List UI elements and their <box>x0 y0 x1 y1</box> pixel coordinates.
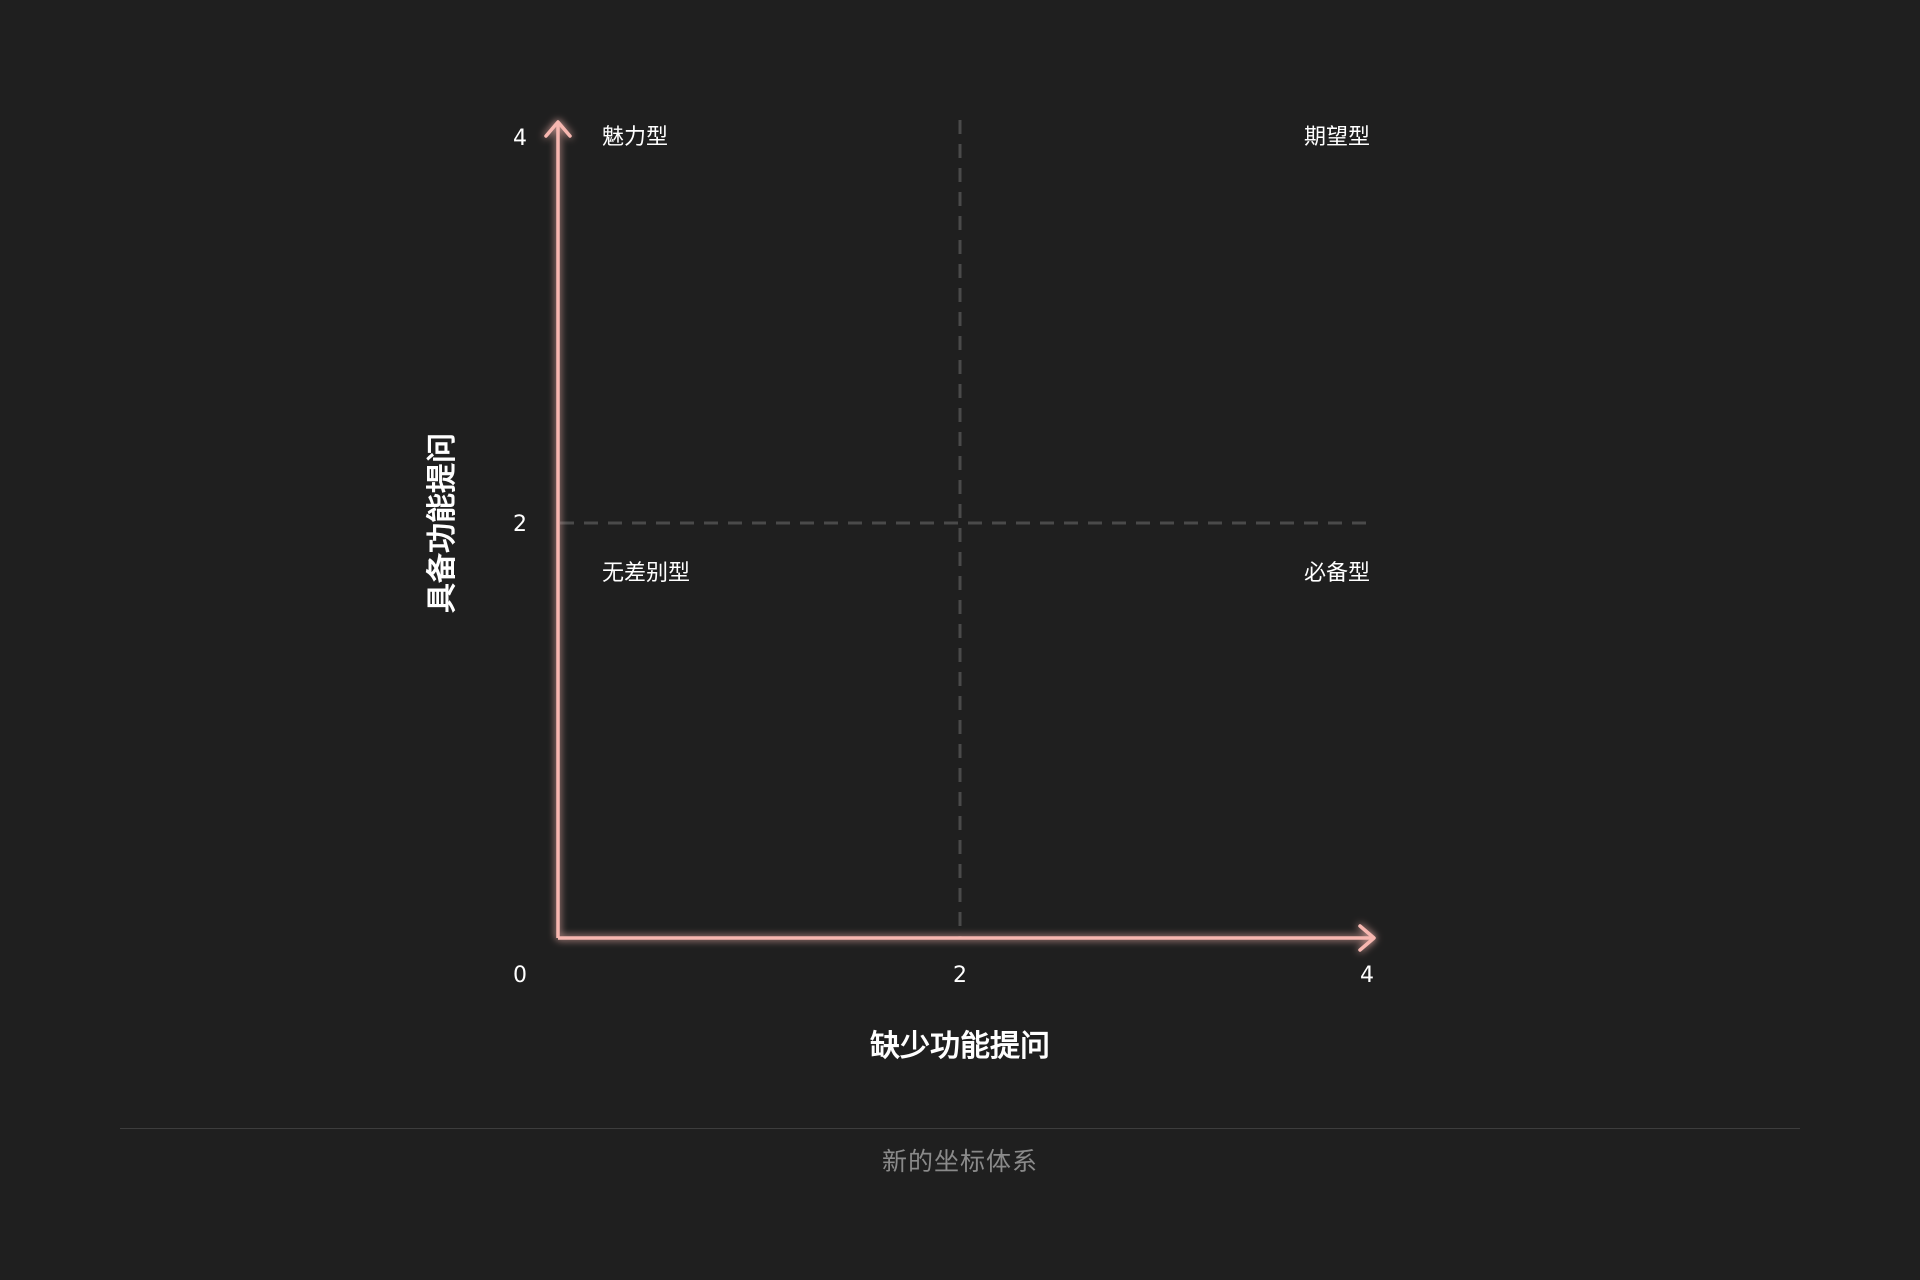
quadrant-label-bottom-left: 无差别型 <box>602 561 690 586</box>
x-tick-label-2: 2 <box>953 963 967 988</box>
y-tick-label-2: 2 <box>513 512 527 537</box>
y-axis-arrowhead <box>544 120 572 138</box>
x-axis-arrowhead <box>1358 924 1376 952</box>
quadrant-label-top-right: 期望型 <box>1304 125 1370 150</box>
quadrant-label-bottom-right: 必备型 <box>1304 561 1370 586</box>
y-tick-label-4: 4 <box>513 126 527 151</box>
x-tick-label-0: 0 <box>513 963 527 988</box>
caption-divider <box>120 1128 1800 1129</box>
x-axis-title: 缺少功能提问 <box>870 1029 1050 1064</box>
y-axis-title: 具备功能提问 <box>425 433 460 613</box>
x-tick-label-4: 4 <box>1360 963 1374 988</box>
quadrant-label-top-left: 魅力型 <box>602 125 668 150</box>
figure-caption: 新的坐标体系 <box>881 1147 1038 1176</box>
